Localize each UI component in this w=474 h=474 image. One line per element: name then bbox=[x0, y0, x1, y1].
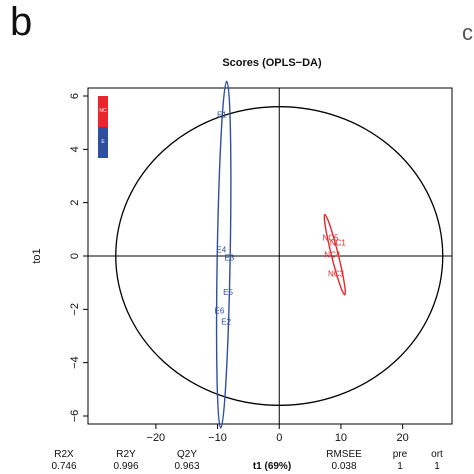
stat-name: ort bbox=[431, 449, 443, 460]
legend-swatch-nc bbox=[98, 96, 108, 127]
x-tick-label: 10 bbox=[335, 432, 347, 444]
stat-name: R2Y bbox=[116, 449, 136, 460]
score-point-label: NC3 bbox=[328, 269, 345, 278]
score-point-label: E3 bbox=[224, 253, 234, 262]
score-point-label: NC5 bbox=[322, 233, 339, 242]
ellipse-layer bbox=[115, 80, 444, 429]
y-tick-label: −6 bbox=[69, 410, 81, 423]
x-axis-label: t1 (69%) bbox=[253, 461, 291, 472]
chart-title: Scores (OPLS−DA) bbox=[222, 57, 322, 69]
stat-name: RMSEE bbox=[326, 449, 362, 460]
y-tick-label: −2 bbox=[69, 303, 81, 316]
score-point-label: NC4 bbox=[324, 251, 341, 260]
stat-name: pre bbox=[393, 449, 408, 460]
x-tick-label: 20 bbox=[397, 432, 409, 444]
legend: NC E bbox=[98, 96, 108, 158]
y-axis-label: to1 bbox=[31, 248, 43, 263]
next-panel-letter: c bbox=[462, 20, 473, 45]
legend-label-nc: NC bbox=[99, 108, 107, 114]
score-point-label: E1 bbox=[217, 111, 227, 120]
score-point-label: E2 bbox=[221, 317, 231, 326]
stat-name: R2X bbox=[54, 449, 74, 460]
stat-name: Q2Y bbox=[177, 449, 197, 460]
y-tick-label: 6 bbox=[69, 93, 81, 99]
model-stats: R2X0.746R2Y0.996Q2Y0.963RMSEE0.038pre1or… bbox=[51, 449, 443, 472]
stat-value: 1 bbox=[434, 461, 440, 472]
x-tick-label: 0 bbox=[276, 432, 282, 444]
x-tick-label: −20 bbox=[147, 432, 166, 444]
y-tick-label: 0 bbox=[69, 253, 81, 259]
plot-area bbox=[87, 87, 453, 425]
x-tick-label: −10 bbox=[208, 432, 227, 444]
y-tick-label: 2 bbox=[69, 200, 81, 206]
panel-letter: b bbox=[10, 0, 33, 44]
hotelling-t2-ellipse bbox=[115, 106, 444, 406]
stat-value: 0.963 bbox=[174, 461, 199, 472]
score-point-label: E5 bbox=[223, 288, 233, 297]
group-ellipse-nc bbox=[323, 213, 347, 296]
score-point-label: E4 bbox=[216, 245, 226, 254]
score-point-label: E6 bbox=[215, 307, 225, 316]
stat-value: 0.038 bbox=[331, 461, 356, 472]
group-ellipse-e bbox=[215, 80, 232, 429]
y-tick-label: 4 bbox=[69, 146, 81, 152]
stat-value: 0.996 bbox=[113, 461, 138, 472]
legend-swatch-e bbox=[98, 127, 108, 158]
stat-value: 0.746 bbox=[51, 461, 76, 472]
legend-label-e: E bbox=[101, 139, 105, 145]
y-tick-label: −4 bbox=[69, 356, 81, 369]
score-point-label: NC1 bbox=[330, 239, 347, 248]
stat-value: 1 bbox=[397, 461, 403, 472]
